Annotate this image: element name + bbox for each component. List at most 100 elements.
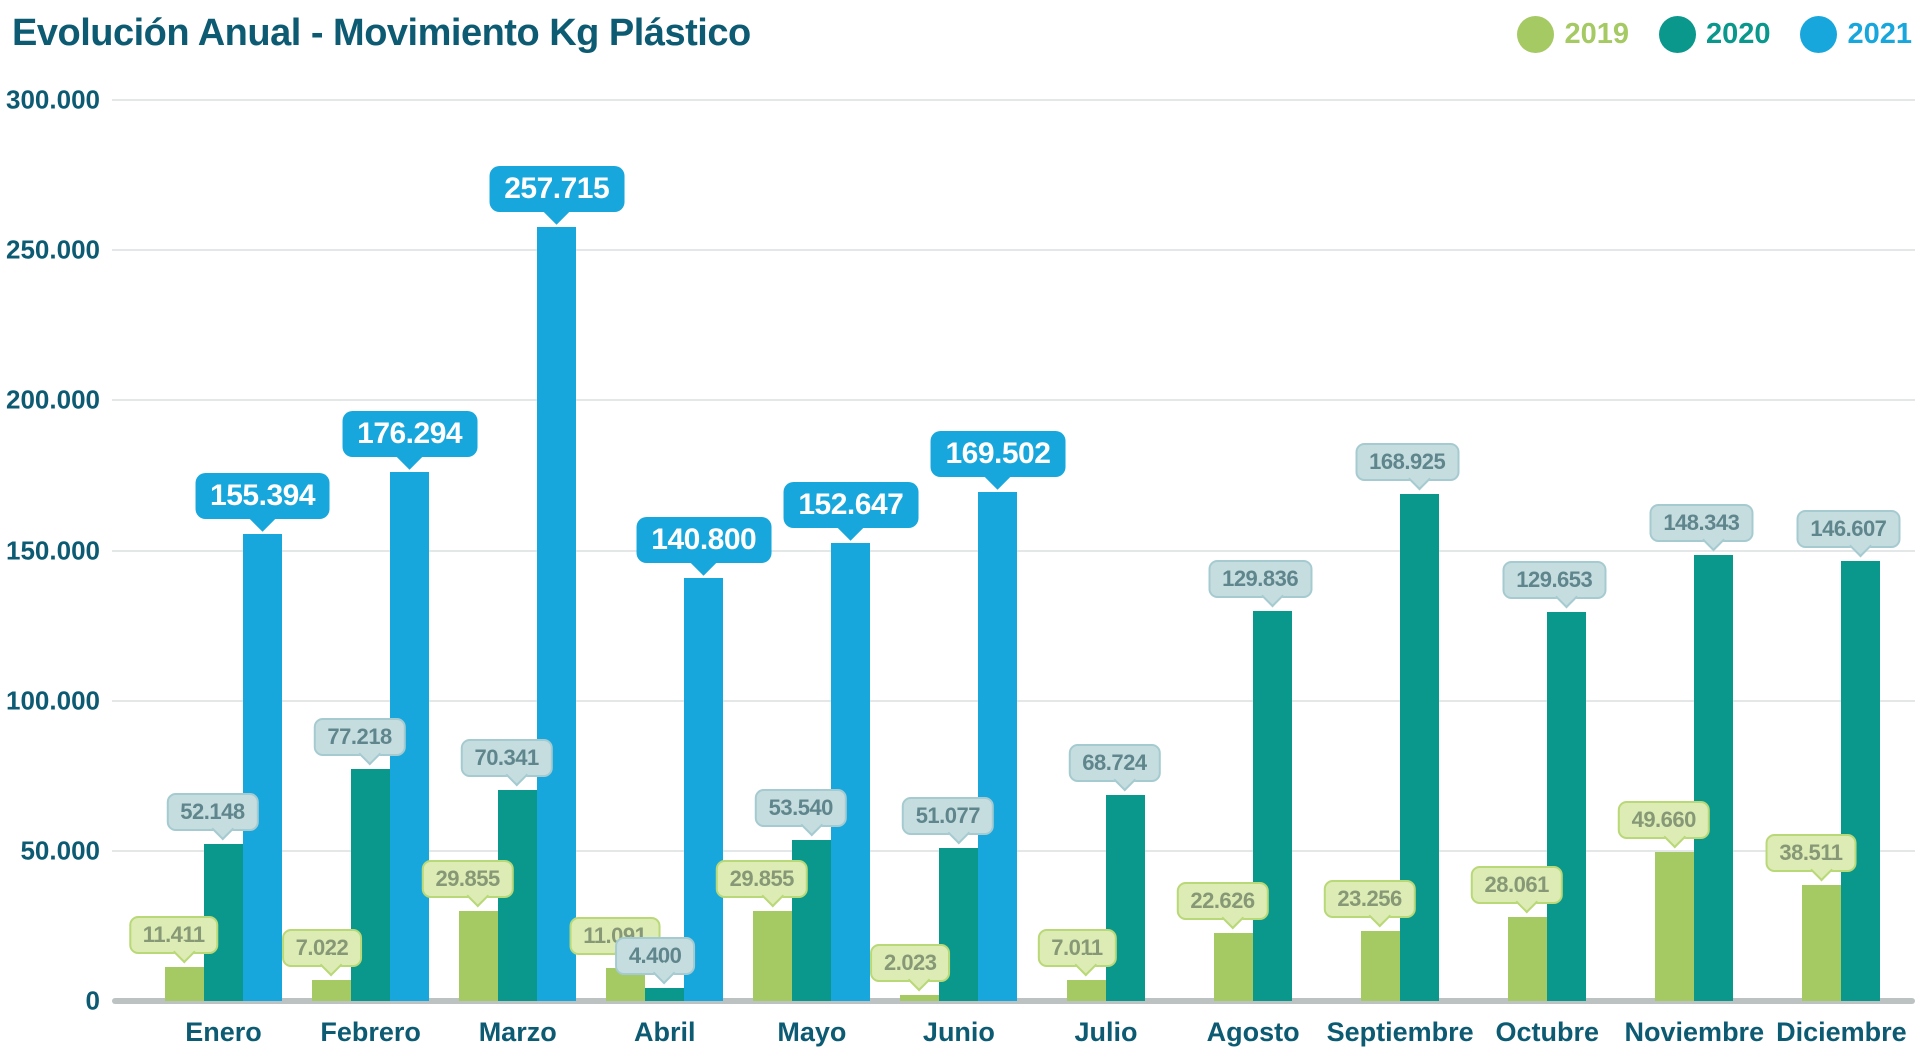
value-label-2020-marzo: 70.341 bbox=[460, 738, 553, 777]
bar-2020-enero[interactable]: 52.148 bbox=[166, 793, 259, 1001]
legend-dot-2021-icon bbox=[1800, 16, 1838, 53]
bar-group-marzo: 29.855 70.341 257.715 bbox=[421, 100, 625, 1001]
y-tick-label-300.000: 300.000 bbox=[6, 84, 100, 115]
value-label-2019-mayo: 29.855 bbox=[715, 860, 808, 899]
x-axis-label-agosto: Agosto bbox=[1206, 1017, 1300, 1047]
legend-dot-2019-icon bbox=[1517, 16, 1555, 53]
bar-2019-diciembre[interactable]: 38.511 bbox=[1765, 834, 1857, 1001]
legend-label-2020: 2020 bbox=[1705, 18, 1771, 50]
legend-item-2020[interactable]: 2020 bbox=[1658, 16, 1771, 53]
bar-group-octubre: 28.061 129.653 bbox=[1470, 100, 1621, 1001]
plot-area: 11.411 52.148 155.394 7.022 77.218 176.294 29.… bbox=[6, 85, 1915, 1016]
bar-2019-mayo[interactable]: 29.855 bbox=[715, 860, 808, 1001]
x-axis-label-junio: Junio bbox=[922, 1017, 995, 1047]
value-label-2019-septiembre: 23.256 bbox=[1323, 880, 1416, 919]
value-label-2020-agosto: 129.836 bbox=[1208, 560, 1313, 599]
bar-2020-diciembre[interactable]: 146.607 bbox=[1796, 509, 1901, 1001]
value-label-2019-junio: 2.023 bbox=[869, 943, 951, 982]
gridline-300.000: 300.000 bbox=[6, 85, 1915, 115]
x-axis-label-septiembre: Septiembre bbox=[1326, 1017, 1474, 1047]
bar-groups: 11.411 52.148 155.394 7.022 77.218 176.294 29.… bbox=[128, 100, 1915, 1001]
bar-2019-octubre[interactable]: 28.061 bbox=[1470, 865, 1563, 1001]
bar-group-septiembre: 23.256 168.925 bbox=[1323, 100, 1474, 1001]
bar-2019-noviembre[interactable]: 49.660 bbox=[1617, 800, 1710, 1001]
value-label-2020-octubre: 129.653 bbox=[1502, 560, 1607, 599]
page-title: Evolución Anual - Movimiento Kg Plástico bbox=[12, 12, 751, 54]
y-tick-label-50.000: 50.000 bbox=[20, 835, 100, 866]
value-label-2021-marzo: 257.715 bbox=[489, 166, 625, 212]
bar-2020-septiembre[interactable]: 168.925 bbox=[1355, 442, 1460, 1001]
bar-2021-junio[interactable]: 169.502 bbox=[930, 430, 1066, 1001]
x-axis-label-mayo: Mayo bbox=[777, 1017, 847, 1047]
value-label-2019-octubre: 28.061 bbox=[1470, 865, 1563, 904]
gridline-250.000: 250.000 bbox=[6, 235, 1915, 265]
x-axis-label-julio: Julio bbox=[1074, 1017, 1138, 1047]
value-label-2020-mayo: 53.540 bbox=[754, 789, 847, 828]
bar-2020-agosto[interactable]: 129.836 bbox=[1208, 560, 1313, 1001]
bar-2020-mayo[interactable]: 53.540 bbox=[754, 789, 847, 1001]
value-label-2019-enero: 11.411 bbox=[128, 915, 219, 954]
legend-item-2021[interactable]: 2021 bbox=[1800, 16, 1912, 53]
x-axis-label-diciembre: Diciembre bbox=[1776, 1017, 1907, 1047]
bar-2019-marzo[interactable]: 29.855 bbox=[421, 860, 514, 1001]
bar-group-junio: 2.023 51.077 169.502 bbox=[869, 100, 1066, 1001]
bar-2019-junio[interactable]: 2.023 bbox=[869, 943, 951, 1001]
value-label-2020-noviembre: 148.343 bbox=[1649, 504, 1754, 543]
value-label-2020-diciembre: 146.607 bbox=[1796, 509, 1901, 548]
bar-chart: 11.411 52.148 155.394 7.022 77.218 176.294 29.… bbox=[0, 85, 1920, 1048]
bar-2019-septiembre[interactable]: 23.256 bbox=[1323, 880, 1416, 1001]
x-axis: Enero Febrero Marzo Abril Mayo Junio Julio Agos… bbox=[150, 1001, 1915, 1048]
x-axis-label-marzo: Marzo bbox=[478, 1017, 557, 1047]
value-label-2021-febrero: 176.294 bbox=[342, 410, 478, 457]
y-tick-label-200.000: 200.000 bbox=[6, 384, 100, 415]
x-axis-label-octubre: Octubre bbox=[1495, 1017, 1599, 1047]
bar-2021-mayo[interactable]: 152.647 bbox=[783, 481, 919, 1001]
x-axis-label-abril: Abril bbox=[634, 1017, 696, 1047]
value-label-2019-agosto: 22.626 bbox=[1176, 882, 1269, 921]
bar-2019-julio[interactable]: 7.011 bbox=[1037, 928, 1117, 1001]
chart-header: Evolución Anual - Movimiento Kg Plástico… bbox=[0, 0, 1920, 92]
bar-2019-agosto[interactable]: 22.626 bbox=[1176, 882, 1269, 1001]
value-label-2019-febrero: 7.022 bbox=[281, 928, 363, 967]
bar-group-diciembre: 38.511 146.607 bbox=[1765, 100, 1915, 1001]
y-tick-label-250.000: 250.000 bbox=[6, 234, 100, 265]
bar-group-enero: 11.411 52.148 155.394 bbox=[128, 100, 331, 1001]
value-label-2020-febrero: 77.218 bbox=[313, 718, 406, 757]
value-label-2021-abril: 140.800 bbox=[636, 517, 772, 564]
bar-2021-enero[interactable]: 155.394 bbox=[195, 473, 331, 1001]
value-label-2020-enero: 52.148 bbox=[166, 793, 259, 832]
value-label-2020-julio: 68.724 bbox=[1068, 743, 1161, 782]
bar-2021-marzo[interactable]: 257.715 bbox=[489, 166, 625, 1001]
value-label-2021-enero: 155.394 bbox=[195, 473, 331, 520]
bar-2020-noviembre[interactable]: 148.343 bbox=[1649, 504, 1754, 1001]
bar-group-agosto: 22.626 129.836 bbox=[1176, 100, 1327, 1001]
legend-dot-2020-icon bbox=[1658, 16, 1696, 53]
bar-group-noviembre: 49.660 148.343 bbox=[1617, 100, 1768, 1001]
y-tick-label-150.000: 150.000 bbox=[6, 535, 100, 565]
x-axis-baseline: 0 bbox=[86, 986, 1915, 1016]
bar-2021-abril[interactable]: 140.800 bbox=[636, 517, 772, 1001]
bar-2020-julio[interactable]: 68.724 bbox=[1068, 743, 1161, 1001]
bar-2020-junio[interactable]: 51.077 bbox=[901, 796, 994, 1001]
bar-2019-febrero[interactable]: 7.022 bbox=[281, 928, 363, 1001]
value-label-2021-mayo: 152.647 bbox=[783, 481, 919, 528]
x-axis-label-enero: Enero bbox=[185, 1017, 262, 1047]
bar-group-julio: 7.011 68.724 bbox=[1032, 100, 1179, 1001]
value-label-2019-noviembre: 49.660 bbox=[1617, 800, 1710, 839]
legend: 2019 2020 2021 bbox=[1517, 16, 1912, 53]
bar-group-abril: 11.091 4.400 140.800 bbox=[569, 100, 772, 1001]
value-label-2020-junio: 51.077 bbox=[901, 796, 994, 835]
bar-2020-octubre[interactable]: 129.653 bbox=[1502, 560, 1607, 1001]
x-axis-label-noviembre: Noviembre bbox=[1624, 1017, 1765, 1047]
value-label-2020-septiembre: 168.925 bbox=[1355, 442, 1460, 481]
bar-2019-enero[interactable]: 11.411 bbox=[128, 915, 219, 1001]
bar-group-febrero: 7.022 77.218 176.294 bbox=[281, 100, 478, 1001]
y-tick-label-0: 0 bbox=[85, 985, 100, 1016]
legend-label-2021: 2021 bbox=[1847, 18, 1912, 50]
bar-2020-abril[interactable]: 4.400 bbox=[614, 936, 696, 1001]
value-label-2019-diciembre: 38.511 bbox=[1765, 834, 1857, 873]
legend-item-2019[interactable]: 2019 bbox=[1517, 16, 1629, 53]
x-axis-label-febrero: Febrero bbox=[320, 1017, 421, 1047]
y-tick-label-100.000: 100.000 bbox=[6, 685, 100, 716]
value-label-2019-marzo: 29.855 bbox=[421, 860, 514, 899]
